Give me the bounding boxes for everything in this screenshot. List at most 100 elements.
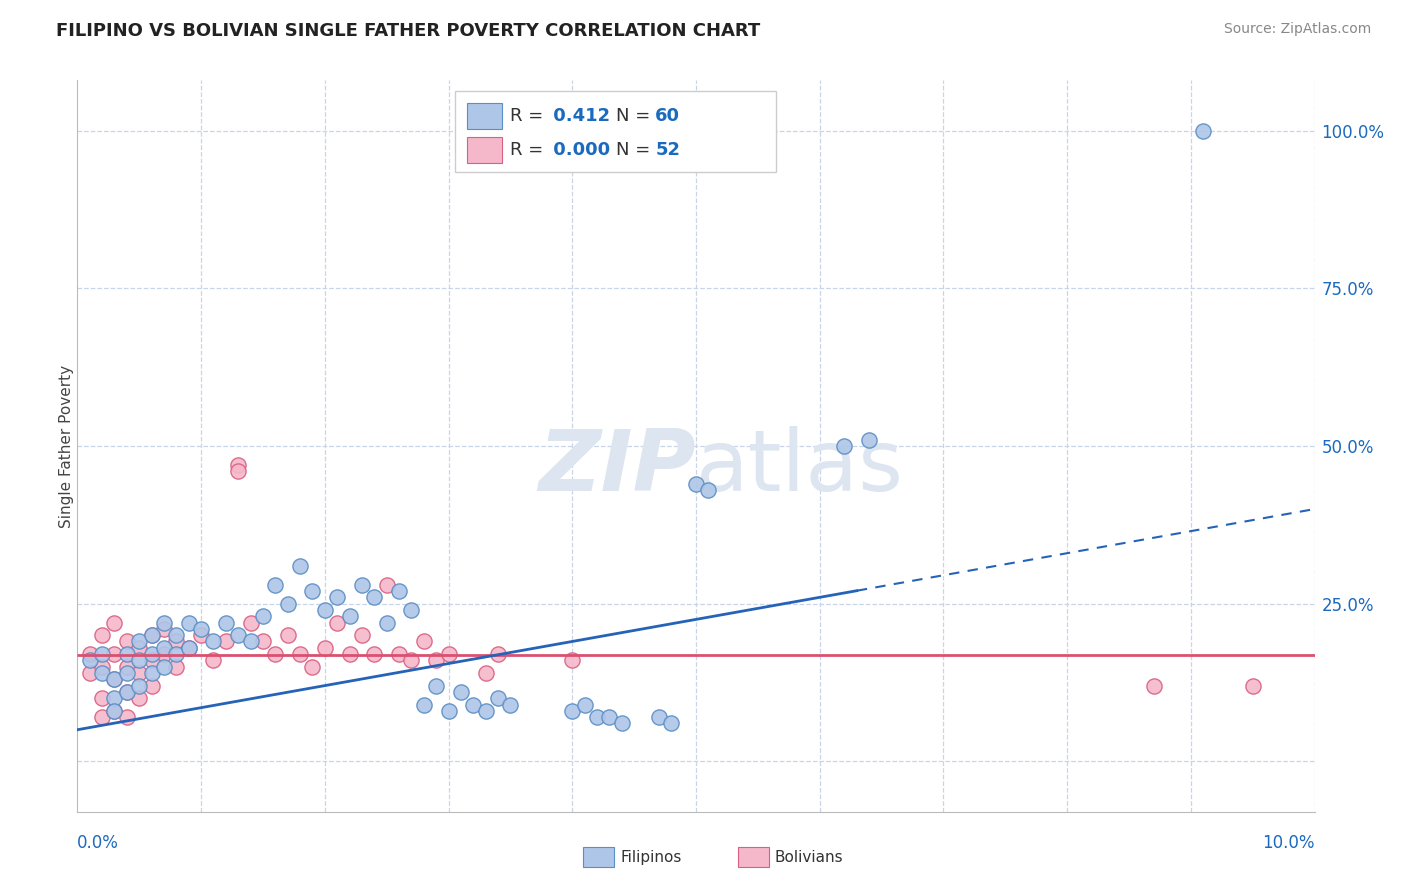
Point bbox=[215, 634, 238, 648]
Point bbox=[339, 647, 361, 661]
Point bbox=[91, 691, 114, 706]
Point bbox=[239, 615, 262, 630]
Point bbox=[499, 698, 522, 712]
Point bbox=[79, 653, 101, 667]
Point bbox=[277, 597, 299, 611]
Text: N =: N = bbox=[616, 141, 655, 159]
Point bbox=[301, 659, 323, 673]
Point bbox=[202, 653, 225, 667]
Point bbox=[91, 710, 114, 724]
Point bbox=[685, 476, 707, 491]
Point bbox=[190, 628, 212, 642]
Point bbox=[363, 591, 385, 605]
FancyBboxPatch shape bbox=[467, 136, 502, 163]
Point bbox=[375, 615, 398, 630]
Point bbox=[103, 704, 125, 718]
Point bbox=[153, 640, 176, 655]
Point bbox=[474, 704, 496, 718]
Point bbox=[165, 628, 187, 642]
Point bbox=[858, 433, 880, 447]
Point bbox=[339, 609, 361, 624]
Point bbox=[141, 679, 163, 693]
Point bbox=[103, 704, 125, 718]
Point bbox=[115, 710, 138, 724]
Point bbox=[153, 615, 176, 630]
Point bbox=[1143, 679, 1166, 693]
Point bbox=[202, 634, 225, 648]
Point bbox=[277, 628, 299, 642]
Point bbox=[165, 647, 187, 661]
Point bbox=[115, 647, 138, 661]
Point bbox=[215, 615, 238, 630]
Point bbox=[115, 634, 138, 648]
Point bbox=[226, 464, 249, 478]
Text: N =: N = bbox=[616, 107, 655, 125]
Point bbox=[375, 578, 398, 592]
Point bbox=[264, 647, 287, 661]
Point bbox=[314, 640, 336, 655]
Point bbox=[350, 628, 373, 642]
Point bbox=[103, 691, 125, 706]
Point bbox=[561, 704, 583, 718]
Point bbox=[463, 698, 485, 712]
Text: R =: R = bbox=[510, 141, 550, 159]
Text: Bolivians: Bolivians bbox=[775, 850, 844, 864]
Point bbox=[561, 653, 583, 667]
Text: 10.0%: 10.0% bbox=[1263, 834, 1315, 852]
FancyBboxPatch shape bbox=[467, 103, 502, 129]
Point bbox=[659, 716, 682, 731]
Point bbox=[165, 659, 187, 673]
Point bbox=[350, 578, 373, 592]
Point bbox=[103, 615, 125, 630]
Point bbox=[648, 710, 671, 724]
Point bbox=[177, 640, 200, 655]
Point bbox=[288, 558, 311, 573]
Point bbox=[486, 691, 509, 706]
Text: Source: ZipAtlas.com: Source: ZipAtlas.com bbox=[1223, 22, 1371, 37]
Point bbox=[264, 578, 287, 592]
Point bbox=[401, 653, 423, 667]
Point bbox=[474, 665, 496, 680]
Point bbox=[450, 685, 472, 699]
Text: ZIP: ZIP bbox=[538, 426, 696, 509]
Point bbox=[425, 653, 447, 667]
Point bbox=[115, 659, 138, 673]
Text: 52: 52 bbox=[655, 141, 681, 159]
Point bbox=[79, 647, 101, 661]
Text: atlas: atlas bbox=[696, 426, 904, 509]
Point bbox=[103, 647, 125, 661]
Point bbox=[153, 659, 176, 673]
Point bbox=[437, 704, 460, 718]
Point bbox=[301, 584, 323, 599]
Point bbox=[128, 679, 150, 693]
Text: 60: 60 bbox=[655, 107, 681, 125]
Point bbox=[598, 710, 620, 724]
Point bbox=[425, 679, 447, 693]
Point bbox=[141, 665, 163, 680]
Point bbox=[412, 634, 434, 648]
Point bbox=[128, 665, 150, 680]
Point bbox=[177, 640, 200, 655]
Point bbox=[226, 628, 249, 642]
Point bbox=[226, 458, 249, 472]
Y-axis label: Single Father Poverty: Single Father Poverty bbox=[59, 365, 73, 527]
Point bbox=[1192, 124, 1215, 138]
Point bbox=[128, 653, 150, 667]
Point bbox=[91, 628, 114, 642]
Point bbox=[103, 673, 125, 687]
Point bbox=[115, 685, 138, 699]
Point bbox=[412, 698, 434, 712]
Point bbox=[388, 647, 411, 661]
Point bbox=[437, 647, 460, 661]
Point bbox=[141, 653, 163, 667]
Point bbox=[834, 439, 856, 453]
Point bbox=[252, 609, 274, 624]
Text: R =: R = bbox=[510, 107, 550, 125]
Point bbox=[91, 647, 114, 661]
Point bbox=[115, 685, 138, 699]
Point bbox=[239, 634, 262, 648]
Point bbox=[141, 628, 163, 642]
Text: FILIPINO VS BOLIVIAN SINGLE FATHER POVERTY CORRELATION CHART: FILIPINO VS BOLIVIAN SINGLE FATHER POVER… bbox=[56, 22, 761, 40]
Point bbox=[401, 603, 423, 617]
Point bbox=[586, 710, 609, 724]
